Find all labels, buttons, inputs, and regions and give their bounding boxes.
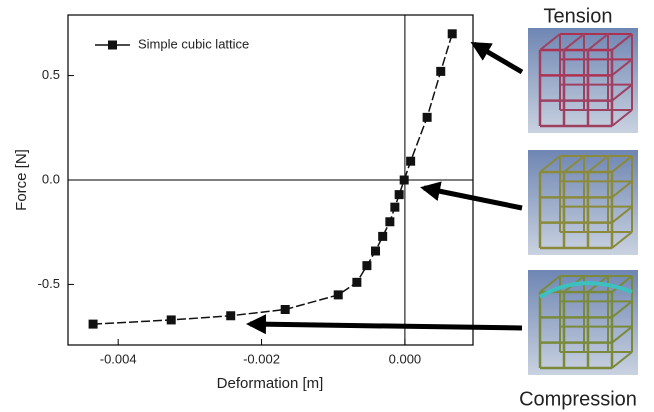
lattice-images <box>528 28 638 375</box>
marker <box>88 319 98 329</box>
series-line <box>93 33 453 325</box>
lattice-bar <box>563 155 585 173</box>
lattice-bar <box>587 33 609 51</box>
marker <box>422 112 432 122</box>
y-tick-label: -0.5 <box>38 276 60 291</box>
marker <box>371 246 381 256</box>
marker <box>399 175 409 185</box>
x-tick-label: 0.000 <box>389 351 422 366</box>
marker <box>226 311 236 321</box>
lattice-bar <box>611 231 633 249</box>
x-tick-label: -0.004 <box>100 351 137 366</box>
lattice-bar <box>611 205 633 224</box>
marker <box>362 261 372 271</box>
lattice-bar <box>611 33 633 51</box>
lattice-bar <box>611 155 633 173</box>
marker <box>166 315 176 325</box>
y-axis-title: Force [N] <box>13 149 30 211</box>
lattice-bar <box>539 33 561 51</box>
lattice-bar <box>611 275 633 293</box>
marker <box>447 29 457 39</box>
lattice-bar <box>611 109 633 127</box>
lattice-bar <box>539 155 561 173</box>
marker <box>352 277 362 287</box>
lattice-bar <box>611 351 633 369</box>
y-tick-label: 0.5 <box>42 67 60 82</box>
lattice-bar <box>539 275 561 293</box>
marker <box>280 304 290 314</box>
annotation: Compression <box>519 388 637 410</box>
lattice-bar <box>611 58 633 77</box>
legend-label: Simple cubic lattice <box>138 36 249 51</box>
lattice-bar <box>611 180 633 199</box>
lattice-bar <box>611 83 633 102</box>
lattice-bar <box>563 33 585 51</box>
marker <box>333 290 343 300</box>
marker <box>436 66 446 76</box>
marker <box>390 202 400 212</box>
lattice-bar <box>587 155 609 173</box>
marker <box>378 231 388 241</box>
lattice-bar <box>611 300 633 319</box>
arrows <box>246 41 524 335</box>
lattice-bar <box>611 325 633 344</box>
x-axis-title: Deformation [m] <box>217 375 324 392</box>
x-tick-label: -0.002 <box>243 351 280 366</box>
legend-marker <box>108 40 117 50</box>
annotation: Tension <box>544 5 613 27</box>
marker <box>394 190 404 200</box>
y-tick-label: 0.0 <box>42 171 60 186</box>
lattice-deform <box>538 281 633 299</box>
marker <box>385 217 395 227</box>
marker <box>406 156 416 166</box>
